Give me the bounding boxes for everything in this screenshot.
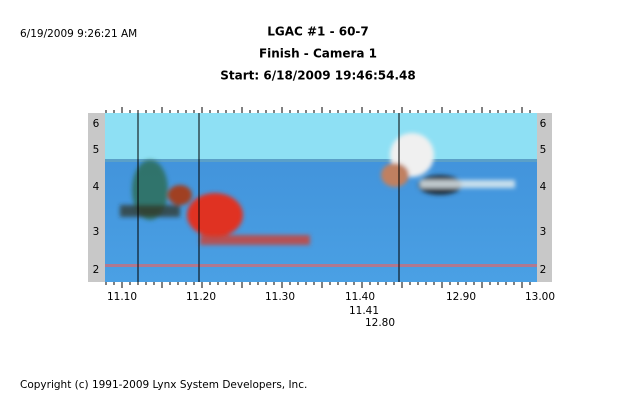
time-label: 12.90 — [446, 291, 476, 303]
tick-marks — [105, 107, 531, 288]
lane-label: 3 — [540, 226, 547, 238]
time-label: 11.40 — [345, 291, 375, 303]
start-time: Start: 6/18/2009 19:46:54.48 — [220, 69, 415, 83]
time-label: 11.20 — [186, 291, 216, 303]
lane-label: 2 — [540, 264, 547, 276]
lane-label: 2 — [93, 264, 100, 276]
lane-label: 6 — [93, 118, 100, 130]
lane-label: 5 — [93, 144, 100, 156]
lane-label: 5 — [540, 144, 547, 156]
time-label: 11.10 — [107, 291, 137, 303]
finish-image — [88, 113, 552, 282]
time-label: 11.30 — [265, 291, 295, 303]
lane-label: 3 — [93, 226, 100, 238]
subtitle: Finish - Camera 1 — [259, 47, 377, 61]
lane-label: 4 — [93, 181, 100, 193]
copyright: Copyright (c) 1991-2009 Lynx System Deve… — [20, 379, 307, 391]
marker-time: 12.80 — [365, 317, 395, 329]
title: LGAC #1 - 60-7 — [267, 25, 369, 39]
marker-time: 11.41 — [349, 305, 379, 317]
time-label: 13.00 — [525, 291, 555, 303]
lane-label: 4 — [540, 181, 547, 193]
lane-label: 6 — [540, 118, 547, 130]
timestamp: 6/19/2009 9:26:21 AM — [20, 28, 137, 40]
